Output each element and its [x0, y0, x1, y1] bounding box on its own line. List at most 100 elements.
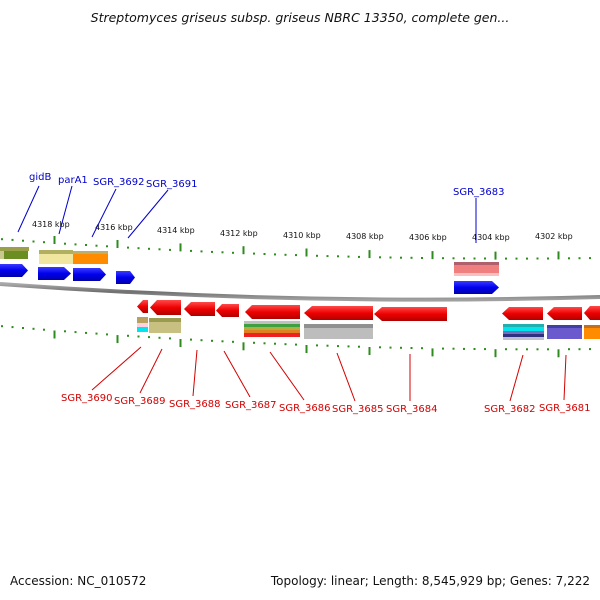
feature-band[interactable]: [244, 333, 300, 337]
feature-band[interactable]: [454, 265, 499, 276]
gene-arrow-SGR_3683[interactable]: [454, 281, 499, 294]
gene-arrow-partial[interactable]: [584, 306, 600, 320]
feature-band[interactable]: [137, 327, 148, 332]
gene-label-SGR_3689[interactable]: SGR_3689: [114, 396, 166, 407]
feature-band[interactable]: [547, 328, 582, 339]
gene-label-SGR_3683[interactable]: SGR_3683: [453, 187, 505, 198]
ruler-tick: [274, 253, 276, 256]
ruler-tick: [400, 346, 402, 349]
feature-band[interactable]: [454, 273, 499, 276]
top-gene-labels: gidB parA1 SGR_3692 SGR_3691 SGR_3683: [29, 172, 505, 198]
gene-arrow-SGR_3685[interactable]: [304, 306, 373, 320]
feature-band[interactable]: [39, 250, 73, 254]
gene-arrow-SGR_3691[interactable]: [116, 271, 135, 284]
ruler-tick: [536, 257, 539, 260]
gene-arrow-SGR_3681[interactable]: [547, 307, 582, 320]
feature-band[interactable]: [0, 251, 4, 259]
gene-label-parA1[interactable]: parA1: [58, 175, 88, 186]
genome-backbone: [0, 282, 600, 302]
feature-band[interactable]: [503, 327, 544, 331]
ruler-tick: [358, 255, 360, 258]
gene-arrow-SGR_3684[interactable]: [374, 307, 447, 321]
feature-band[interactable]: [137, 317, 148, 323]
feature-band[interactable]: [244, 321, 300, 324]
ruler-tick: [515, 257, 518, 260]
ruler-tick: [1, 325, 3, 328]
ruler-tick: [379, 346, 381, 349]
gene-label-SGR_3684[interactable]: SGR_3684: [386, 404, 438, 415]
feature-band[interactable]: [244, 330, 300, 333]
gene-label-SGR_3692[interactable]: SGR_3692: [93, 177, 145, 188]
feature-band[interactable]: [304, 328, 373, 339]
gene-arrow-SGR_3687[interactable]: [216, 304, 239, 317]
feature-band[interactable]: [73, 251, 108, 254]
ruler-tick: [64, 330, 66, 333]
ruler-tick: [379, 256, 381, 259]
feature-band[interactable]: [39, 254, 73, 264]
feature-band[interactable]: [584, 328, 600, 339]
gene-label-SGR_3691[interactable]: SGR_3691: [146, 179, 198, 190]
feature-band[interactable]: [137, 323, 148, 327]
gene-label-SGR_3687[interactable]: SGR_3687: [225, 400, 277, 411]
feature-band[interactable]: [547, 325, 582, 328]
feature-band[interactable]: [4, 251, 28, 259]
ruler-tick: [43, 328, 45, 331]
ruler-tick: [410, 256, 413, 259]
ruler-tick: [74, 243, 77, 246]
gene-arrow-SGR_3682[interactable]: [502, 307, 543, 320]
feature-band[interactable]: [584, 325, 600, 328]
gene-arrow-SGR_3689[interactable]: [150, 300, 181, 315]
lower-ruler-ticks: [1, 325, 591, 358]
feature-band[interactable]: [503, 324, 544, 327]
ruler-tick: [148, 336, 150, 339]
ruler-tick: [253, 252, 255, 255]
feature-band[interactable]: [244, 324, 300, 327]
ruler-labels: 4318 kbp 4316 kbp 4314 kbp 4312 kbp 4310…: [32, 220, 573, 242]
ruler-tick: [494, 251, 497, 260]
gene-label-SGR_3682[interactable]: SGR_3682: [484, 404, 536, 415]
ruler-tick: [64, 242, 66, 245]
ruler-tick: [95, 244, 98, 247]
feature-band[interactable]: [244, 327, 300, 330]
ruler-tick: [421, 257, 423, 259]
ruler-tick: [484, 348, 486, 351]
feature-band[interactable]: [73, 254, 108, 264]
feature-band[interactable]: [454, 262, 499, 265]
ruler-label: 4306 kbp: [409, 233, 447, 242]
ruler-tick: [410, 347, 413, 349]
ruler-tick: [547, 257, 549, 260]
ruler-tick: [284, 253, 287, 256]
gene-label-SGR_3688[interactable]: SGR_3688: [169, 399, 221, 410]
ruler-tick: [526, 348, 528, 351]
ruler-tick: [221, 251, 224, 254]
gene-label-SGR_3685[interactable]: SGR_3685: [332, 404, 384, 415]
gene-label-gidB[interactable]: gidB: [29, 172, 51, 183]
gene-arrow-gidB[interactable]: [0, 264, 28, 277]
feature-band[interactable]: [0, 247, 29, 251]
ruler-tick: [505, 257, 507, 260]
gene-arrow-parA1[interactable]: [38, 267, 71, 280]
feature-band[interactable]: [503, 334, 544, 337]
gene-arrow-SGR_3692[interactable]: [73, 268, 106, 281]
ruler-tick: [389, 346, 392, 349]
gene-arrow-SGR_3690[interactable]: [137, 300, 148, 313]
feature-band[interactable]: [503, 331, 544, 334]
gene-arrow-SGR_3686[interactable]: [245, 305, 300, 319]
feature-band[interactable]: [304, 324, 373, 328]
ruler-tick: [32, 327, 35, 330]
ruler-tick: [106, 333, 108, 336]
ruler-tick: [32, 240, 35, 243]
ruler-tick: [95, 332, 98, 335]
ruler-tick: [557, 349, 560, 358]
feature-band[interactable]: [149, 318, 181, 322]
gene-label-SGR_3681[interactable]: SGR_3681: [539, 403, 591, 414]
feature-band[interactable]: [503, 337, 544, 340]
gene-label-SGR_3686[interactable]: SGR_3686: [279, 403, 331, 414]
ruler-label: 4308 kbp: [346, 232, 384, 241]
ruler-tick: [347, 255, 350, 258]
gene-label-SGR_3690[interactable]: SGR_3690: [61, 393, 113, 404]
ruler-tick: [53, 330, 56, 339]
ruler-tick: [463, 347, 465, 350]
feature-band[interactable]: [149, 322, 181, 333]
gene-arrow-SGR_3688[interactable]: [184, 302, 215, 316]
